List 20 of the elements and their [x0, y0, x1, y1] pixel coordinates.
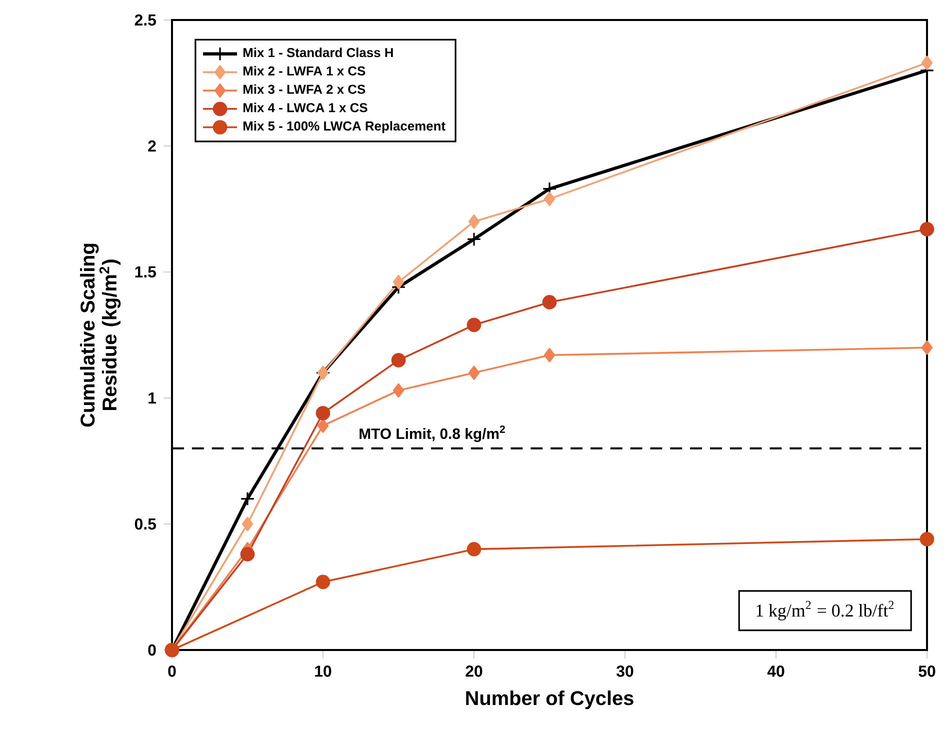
x-axis-title: Number of Cycles [466, 690, 634, 710]
x-tick-label: 50 [918, 666, 936, 677]
x-tick-label: 0 [168, 666, 176, 677]
y-tick-label: 0 [148, 644, 156, 656]
legend-label: Mix 1 - Standard Class H [243, 48, 393, 58]
annotation: 1 kg/m$^{2}$ = 0.2 lb/ft$^{2}$ [756, 600, 894, 620]
x-tick-label: 30 [616, 666, 634, 677]
legend-label: Mix 5 - 100% LWCA Replacement [243, 121, 446, 134]
y-tick-label: 2 [148, 140, 156, 152]
legend-label: Mix 3 - LWFA 2 x CS [243, 84, 366, 94]
y-tick-label: 0.5 [134, 518, 156, 530]
x-tick-label: 40 [767, 666, 784, 677]
y-tick-label: 2.5 [134, 14, 156, 26]
x-tick-label: 20 [466, 666, 482, 677]
legend-label: Mix 2 - LWFA 1 x CS [243, 66, 366, 76]
legend-label: Mix 4 - LWCA 1 x CS [243, 102, 368, 112]
y-tick-label: 1 [148, 392, 156, 404]
ref-line-label: MTO Limit, 0.8 kg/m$^{2}$ [360, 426, 505, 442]
y-tick-label: 1.5 [135, 266, 156, 278]
x-tick-label: 10 [315, 666, 332, 677]
